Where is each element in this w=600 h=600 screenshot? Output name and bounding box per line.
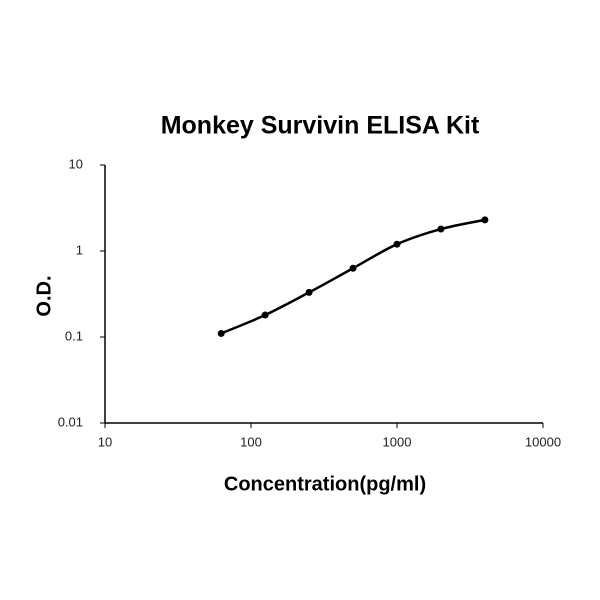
x-tick-label: 1000 [383,434,412,449]
data-point [437,225,445,233]
data-point [481,216,489,224]
y-tick-label: 0.01 [58,414,83,429]
x-tick-label: 10000 [525,434,561,449]
y-tick-label: 1 [76,242,83,257]
chart-title: Monkey Survivin ELISA Kit [161,112,480,140]
data-point [305,288,313,296]
data-point [261,311,269,319]
data-point [393,240,401,248]
x-axis-label: Concentration(pg/ml) [224,473,426,495]
y-tick-label: 10 [69,156,83,171]
data-point [217,329,225,337]
y-tick-label: 0.1 [65,328,83,343]
x-tick-label: 100 [240,434,262,449]
data-point [349,264,357,272]
x-tick-label: 10 [98,434,112,449]
y-axis-label: O.D. [33,275,55,316]
